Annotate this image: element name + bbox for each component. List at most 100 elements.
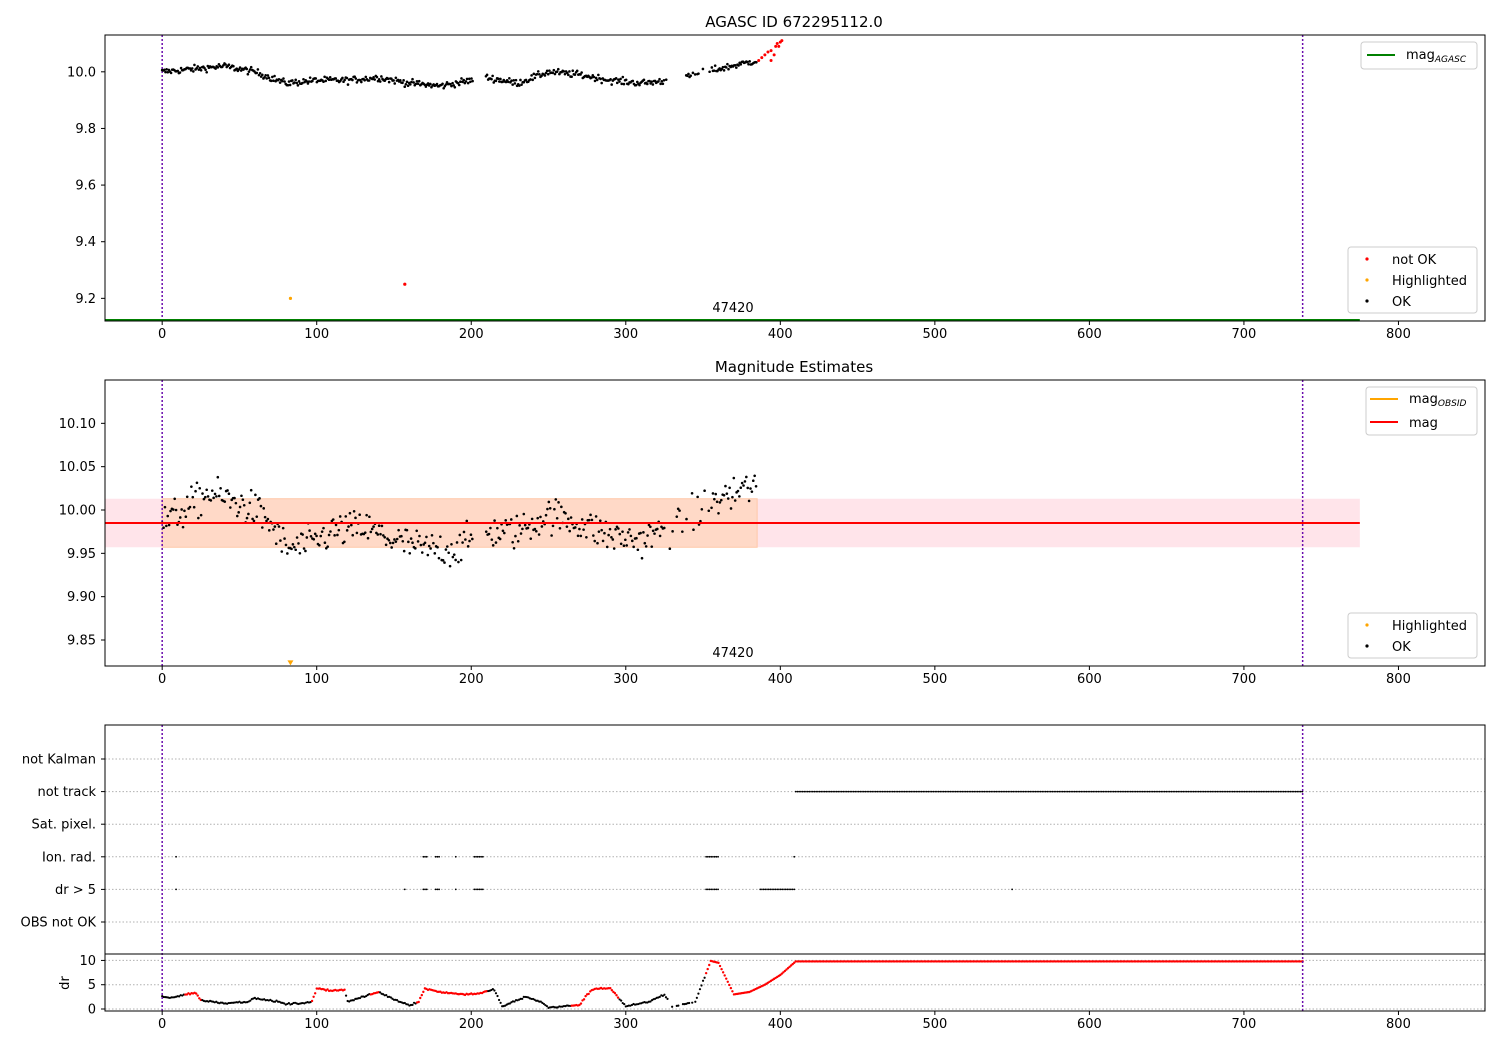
flag-point [874,790,877,793]
flag-point [986,790,989,793]
dr-ok-point [287,1002,290,1005]
flag-point [1009,790,1011,793]
ok-point [713,497,716,501]
flag-point [791,888,794,891]
flag-point [1252,790,1254,793]
dr-ok-point [621,1001,624,1005]
ok-point [226,489,229,492]
ok-point [267,76,271,80]
ok-point [394,540,398,543]
flag-point [873,790,875,793]
dr-ok-point [508,1002,511,1005]
ok-point [547,500,551,504]
ok-point [355,531,359,535]
ok-point [305,80,309,83]
dr-ok-point [542,1002,545,1006]
flag-point [1145,790,1147,793]
ok-point [263,76,266,79]
ok-point [636,548,640,552]
ok-point [592,75,596,79]
flag-point [1151,790,1154,793]
ok-point [443,561,446,564]
y-tick-label: 10.05 [59,460,96,475]
flag-point [422,855,425,858]
ok-point [660,80,664,83]
ok-point [272,528,275,531]
flag-point [1141,790,1144,793]
ok-point [252,519,256,523]
ok-point [563,72,567,76]
flag-point [1150,790,1152,793]
flag-point [1238,790,1241,793]
dr-ok-point [385,994,388,997]
dr-not-ok-point [721,971,725,974]
dr-ok-point [521,997,524,1000]
ok-point [286,83,290,87]
not-ok-point [772,53,776,57]
ok-point [733,63,737,67]
flag-point [706,888,709,891]
ok-point [580,518,584,521]
flag-point [881,790,884,793]
ok-point [544,71,548,75]
flag-point [917,790,920,793]
flag-point [1066,790,1069,793]
ok-point [699,519,702,523]
flag-point [1026,790,1028,793]
ok-point [295,536,299,539]
dr-not-ok-point [196,994,199,997]
ok-point [272,79,275,83]
ok-point [675,515,679,518]
ok-point [647,523,651,527]
ok-point [410,80,413,84]
dr-ok-point [700,984,703,987]
ok-point [180,508,183,511]
y-tick-label: 9.95 [67,547,96,562]
x-tick-label: 400 [768,1017,793,1032]
dr-ok-point [620,999,623,1002]
ok-point [697,72,700,75]
panel-2-frame [104,379,1486,667]
flag-point [941,790,943,793]
flag-point [1010,790,1013,793]
legend-label-mag-obsid: magOBSID [1409,392,1467,409]
flag-point [761,888,763,891]
dr-ok-point [522,995,525,999]
flag-point [1112,790,1115,793]
ok-point [453,85,457,89]
ok-point [355,81,359,84]
flag-point [825,790,828,793]
ok-point [439,535,442,538]
flag-point [971,790,974,793]
x-tick-label: 300 [613,672,638,687]
ok-point [279,539,282,542]
ok-point [217,494,221,498]
ok-point [273,525,277,528]
ok-point [496,77,500,81]
ok-point [725,492,729,495]
ok-point [420,551,424,554]
flag-point [705,855,708,858]
flag-point [475,888,477,891]
y-tick-label: 9.4 [75,235,96,250]
flag-point [1044,790,1047,793]
ok-point [249,65,253,69]
ok-point [333,534,336,537]
ok-point [354,516,357,520]
ok-point [265,77,269,80]
ok-point [426,82,430,85]
dr-ok-point [530,997,533,1001]
flag-point [1024,790,1027,793]
ok-point [408,551,412,555]
flag-point [1041,790,1044,793]
not-ok-point [757,58,761,62]
flag-point [1194,790,1197,793]
legend-marker-ok [1365,644,1369,648]
flag-point [712,888,714,891]
flag-point [903,790,906,793]
flag-point [1284,790,1287,793]
flag-point [1048,790,1050,793]
flag-point [438,888,441,891]
ok-point [304,549,307,553]
